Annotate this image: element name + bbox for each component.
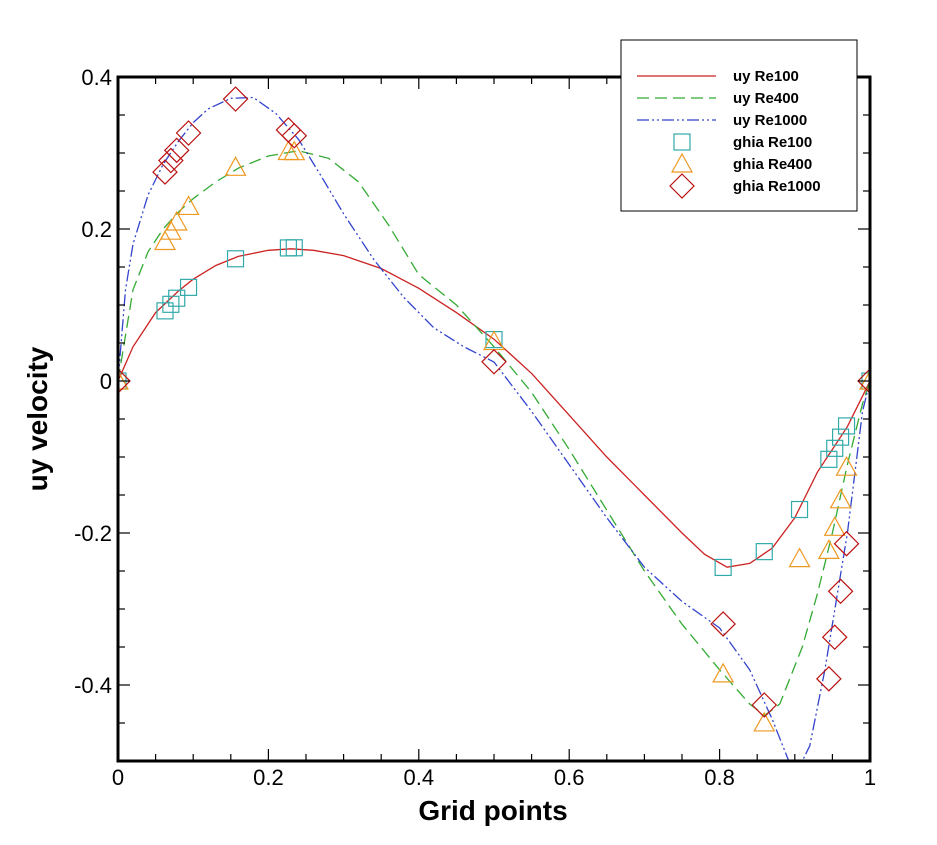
series-line-2: [118, 150, 870, 717]
marker-point-1-14: [826, 439, 844, 457]
x-tick-label-2: 0.2: [253, 765, 284, 790]
marker-point-3-12: [816, 665, 842, 692]
y-axis-title: uy velocity: [22, 346, 53, 491]
marker-point-3-5: [175, 120, 202, 146]
marker-point-3-13: [821, 624, 848, 651]
x-tick-label-3: 0.4: [404, 765, 435, 790]
marker-point-3-1: [118, 368, 131, 394]
series-line-1: [118, 248, 870, 568]
legend-label-5: ghia Re400: [733, 156, 812, 173]
marker-point-1-3: [162, 295, 180, 313]
legend-swatch-6: [669, 173, 695, 199]
marker-point-1-8: [285, 239, 303, 257]
marker-point-3-2: [152, 159, 178, 185]
marker-point-2-6: [224, 156, 247, 176]
marker-point-1-11: [755, 543, 773, 561]
legend-label-1: uy Re100: [733, 68, 799, 85]
marker-point-3-6: [222, 86, 249, 112]
marker-point-3-4: [163, 137, 190, 164]
legend-label-4: ghia Re100: [733, 134, 812, 151]
legend: uy Re100 uy Re400 uy Re1000 ghia Re100 ghia …: [620, 39, 858, 212]
marker-point-2-10: [712, 662, 735, 683]
marker-point-1-2: [156, 302, 174, 320]
legend-label-2: uy Re400: [733, 90, 799, 107]
marker-point-1-10: [714, 558, 732, 577]
series-line-3: [118, 96, 870, 761]
x-tick-label-6: 1: [864, 765, 876, 790]
y-tick-label-4: 0.2: [81, 217, 112, 242]
marker-point-1-12: [790, 500, 809, 519]
marker-point-3-8: [281, 122, 308, 149]
legend-swatch-5: [670, 152, 694, 173]
marker-point-2-17: [858, 369, 870, 390]
x-tick-label-5: 0.8: [704, 765, 735, 790]
marker-point-2-12: [788, 547, 811, 568]
marker-point-1-6: [226, 250, 245, 268]
marker-point-2-1: [118, 369, 130, 390]
marker-point-3-14: [827, 578, 854, 605]
marker-point-3-10: [710, 611, 736, 637]
marker-point-2-15: [829, 488, 852, 509]
marker-point-2-13: [817, 539, 840, 560]
marker-point-2-5: [177, 195, 200, 216]
marker-point-1-15: [831, 428, 850, 446]
marker-point-2-16: [835, 455, 858, 476]
marker-point-1-4: [168, 289, 186, 307]
marker-point-2-14: [823, 516, 846, 536]
y-tick-label-5: 0.4: [81, 65, 112, 90]
legend-swatch-4: [673, 133, 691, 151]
marker-point-3-16: [857, 368, 870, 394]
plot-marks: [118, 86, 870, 761]
y-tick-label-1: -0.4: [74, 673, 112, 698]
axes: 0 0.2 0.4 0.6 0.8 1 -0.4 -0.2 0 0.2 0.4: [74, 65, 876, 790]
legend-label-6: ghia Re1000: [733, 178, 821, 195]
marker-point-2-11: [753, 711, 776, 732]
marker-point-1-16: [837, 417, 856, 435]
marker-point-3-3: [158, 147, 184, 174]
marker-point-1-7: [279, 239, 298, 257]
marker-point-2-8: [283, 140, 306, 161]
marker-point-1-13: [820, 450, 838, 468]
marker-point-3-9: [481, 348, 507, 375]
marker-point-2-2: [153, 230, 177, 251]
marker-point-3-15: [833, 530, 860, 557]
marker-point-2-4: [165, 210, 188, 231]
marker-point-1-5: [179, 278, 198, 296]
y-tick-label-2: -0.2: [74, 521, 112, 546]
marker-point-3-11: [751, 692, 778, 718]
y-tick-label-3: 0: [100, 369, 112, 394]
x-axis-title: Grid points: [418, 795, 567, 826]
legend-label-3: uy Re1000: [733, 112, 807, 129]
x-tick-label-4: 0.6: [554, 765, 585, 790]
x-tick-label-1: 0: [112, 765, 124, 790]
legend-box: [620, 39, 858, 212]
